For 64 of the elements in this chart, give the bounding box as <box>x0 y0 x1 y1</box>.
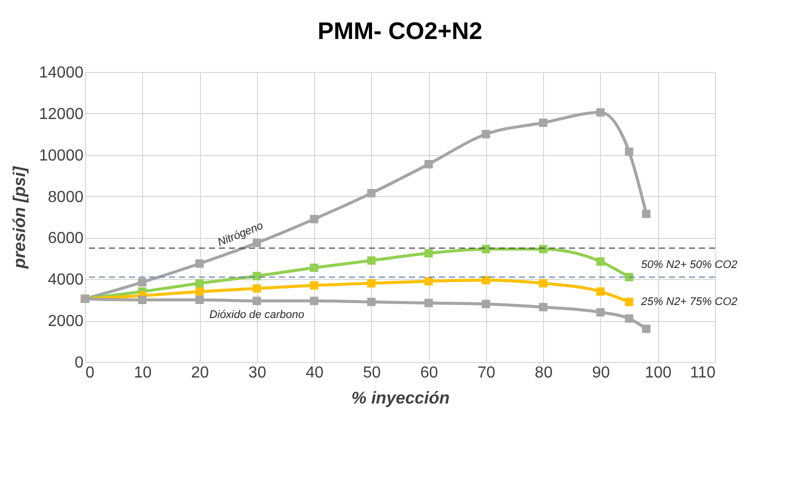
point <box>424 277 433 286</box>
point <box>367 279 376 288</box>
point <box>539 244 548 254</box>
x-tick-label: 60 <box>420 364 438 382</box>
point <box>310 214 318 224</box>
point <box>310 296 318 306</box>
point <box>482 244 490 254</box>
point <box>482 300 490 308</box>
x-tick-label: 100 <box>644 364 672 382</box>
point <box>624 314 634 323</box>
y-tick-label: 6000 <box>48 230 84 248</box>
chart-title: PMM- CO2+N2 <box>318 18 482 45</box>
point <box>195 287 204 296</box>
y-tick-label: 12000 <box>39 106 84 123</box>
point <box>624 298 634 306</box>
point <box>596 308 605 316</box>
series-label: 25% N2+ 75% CO2 <box>640 296 738 308</box>
x-tick-label: 50 <box>362 364 381 382</box>
point <box>596 257 605 266</box>
point <box>596 287 605 296</box>
point <box>624 272 634 282</box>
point <box>367 298 376 306</box>
x-tick-label: 110 <box>690 364 716 382</box>
series-label: Dióxido de carbono <box>209 308 304 321</box>
point <box>310 281 318 290</box>
y-tick-label: 8000 <box>48 188 84 206</box>
x-tick-label: 20 <box>191 364 210 382</box>
point <box>482 276 490 284</box>
x-tick-label: 10 <box>134 364 152 382</box>
point <box>642 324 650 334</box>
point <box>424 249 433 258</box>
point <box>138 278 146 286</box>
y-axis-title: presión [psi] <box>10 165 30 270</box>
point <box>367 188 376 198</box>
point <box>195 296 204 304</box>
x-axis-title: % inyección <box>351 388 450 408</box>
point <box>195 259 204 268</box>
point <box>195 279 204 288</box>
y-tick-label: 4000 <box>48 272 84 289</box>
point <box>310 264 318 272</box>
x-tick-label: 40 <box>306 364 324 382</box>
point <box>252 296 261 306</box>
point <box>138 296 146 304</box>
point <box>539 279 548 288</box>
point <box>539 118 548 127</box>
x-tick-label: 80 <box>534 364 553 382</box>
x-tick-label: 70 <box>478 364 496 382</box>
point <box>424 298 433 308</box>
point <box>596 108 605 117</box>
series-label: 50% N2+ 50% CO2 <box>641 259 738 272</box>
x-tick-label: 0 <box>86 364 94 382</box>
point <box>424 160 433 168</box>
point <box>482 130 490 138</box>
point <box>642 210 650 218</box>
y-tick-label: 2000 <box>48 313 84 330</box>
y-tick-label: 10000 <box>39 147 84 164</box>
x-tick-label: 90 <box>592 364 610 382</box>
point <box>367 256 376 265</box>
point <box>624 148 634 156</box>
y-tick-label: 14000 <box>39 64 84 82</box>
point <box>252 284 261 293</box>
point <box>252 272 261 280</box>
point <box>539 302 548 312</box>
x-tick-label: 30 <box>248 364 266 382</box>
